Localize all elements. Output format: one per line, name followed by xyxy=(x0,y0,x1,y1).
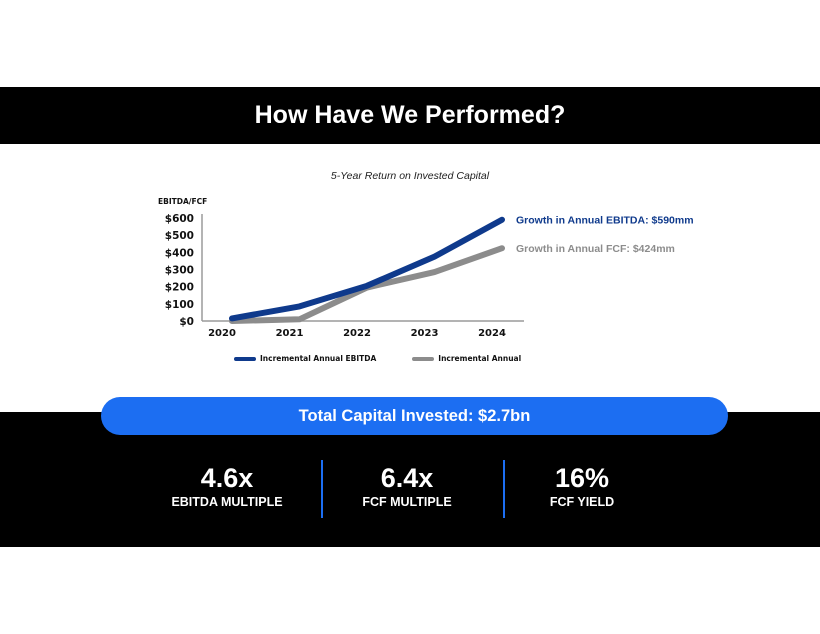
y-axis-title: EBITDA/FCF xyxy=(158,197,207,206)
metric-label: FCF YIELD xyxy=(549,495,615,509)
metric-value: 6.4x xyxy=(380,463,434,493)
x-tick-label: 2023 xyxy=(411,328,439,339)
title-band: How Have We Performed? xyxy=(0,87,820,144)
y-tick-label: $600 xyxy=(165,213,194,225)
legend-item-ebitda: Incremental Annual EBITDA xyxy=(234,354,376,363)
legend-item-fcf: Incremental Annual xyxy=(412,354,521,363)
legend-label-fcf: Incremental Annual xyxy=(438,354,522,363)
legend-swatch-ebitda xyxy=(234,356,256,361)
y-tick-label: $500 xyxy=(165,230,194,242)
x-tick-label: 2022 xyxy=(343,328,371,339)
annotation-ebitda: Growth in Annual EBITDA: $590mm xyxy=(516,215,694,227)
total-capital-pill: Total Capital Invested: $2.7bn xyxy=(101,397,728,435)
y-tick-label: $400 xyxy=(165,247,194,259)
metric-fcf-multiple: 6.4x FCF MULTIPLE xyxy=(317,462,497,509)
total-capital-label: Total Capital Invested: $2.7bn xyxy=(298,406,531,425)
metric-value: 16% xyxy=(554,463,610,493)
y-tick-label: $100 xyxy=(165,299,194,311)
metric-fcf-yield: 16% FCF YIELD xyxy=(492,462,672,509)
legend-swatch-fcf xyxy=(412,356,435,361)
y-tick-label: $200 xyxy=(165,282,194,294)
y-tick-label: $0 xyxy=(179,316,194,328)
annotation-fcf: Growth in Annual FCF: $424mm xyxy=(516,243,675,255)
metric-ebitda-multiple: 4.6x EBITDA MULTIPLE xyxy=(137,462,317,509)
line-chart: EBITDA/FCF $0 $100 $200 $300 $400 $500 $600 2020… xyxy=(158,197,694,339)
legend-label-ebitda: Incremental Annual EBITDA xyxy=(260,354,377,363)
chart-legend: Incremental Annual EBITDA Incremental An… xyxy=(234,354,557,363)
y-tick-label: $300 xyxy=(165,265,194,277)
metric-label: EBITDA MULTIPLE xyxy=(171,495,283,509)
x-tick-label: 2021 xyxy=(276,328,304,339)
series-line-ebitda xyxy=(229,216,505,322)
metric-value: 4.6x xyxy=(200,463,254,493)
chart-title: 5-Year Return on Invested Capital xyxy=(330,170,490,182)
x-tick-label: 2024 xyxy=(478,328,506,339)
slide-title: How Have We Performed? xyxy=(254,101,566,129)
metric-label: FCF MULTIPLE xyxy=(362,495,452,509)
metric-divider xyxy=(321,460,323,518)
x-tick-label: 2020 xyxy=(208,328,236,339)
metric-divider xyxy=(503,460,505,518)
